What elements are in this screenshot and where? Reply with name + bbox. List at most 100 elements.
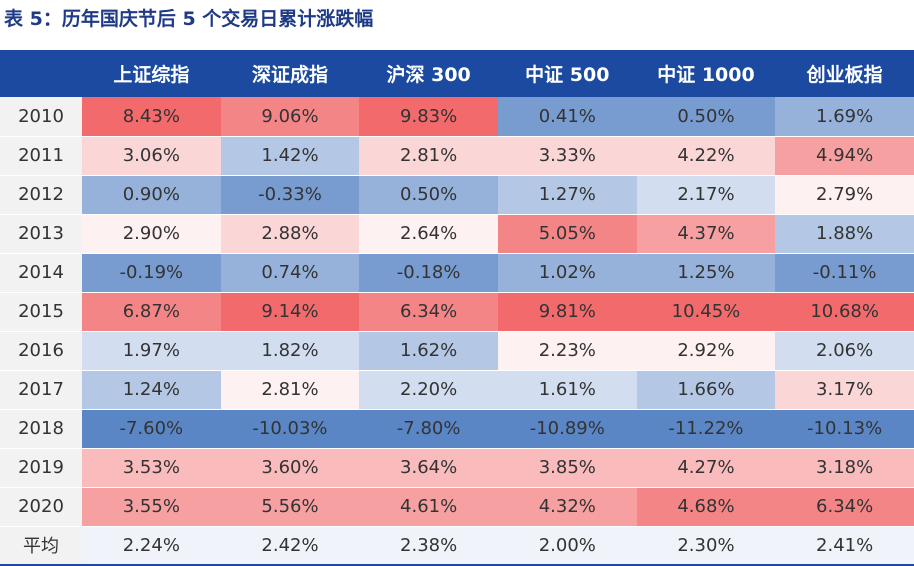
table-row: 2013 2.90% 2.88% 2.64% 5.05% 4.37% 1.88% — [0, 214, 914, 254]
column-header: 创业板指 — [775, 50, 914, 97]
heatmap-cell: -0.33% — [220, 175, 360, 215]
heatmap-cell: 4.22% — [636, 136, 776, 176]
heatmap-cell: -7.60% — [82, 409, 221, 449]
heatmap-cell: 3.60% — [220, 448, 360, 488]
heatmap-table: 上证综指 深证成指 沪深 300 中证 500 中证 1000 创业板指 201… — [0, 50, 914, 566]
heatmap-cell: 3.85% — [497, 448, 637, 488]
heatmap-cell: 3.18% — [775, 448, 914, 488]
row-label: 2016 — [0, 331, 82, 371]
heatmap-cell: 2.88% — [220, 214, 360, 254]
heatmap-cell: 4.32% — [497, 487, 637, 527]
heatmap-cell: 2.81% — [359, 136, 498, 176]
heatmap-cell: 9.06% — [220, 97, 360, 137]
heatmap-cell: 8.43% — [82, 97, 221, 137]
heatmap-cell: 4.61% — [359, 487, 498, 527]
heatmap-cell: 6.34% — [359, 292, 498, 332]
heatmap-cell: 0.50% — [359, 175, 498, 215]
heatmap-cell: 2.41% — [775, 526, 914, 566]
heatmap-cell: 2.79% — [775, 175, 914, 215]
heatmap-cell: 6.87% — [82, 292, 221, 332]
heatmap-cell: 1.66% — [636, 370, 776, 410]
heatmap-cell: 2.92% — [636, 331, 776, 371]
row-label: 2019 — [0, 448, 82, 488]
heatmap-cell: 2.64% — [359, 214, 498, 254]
heatmap-cell: 2.06% — [775, 331, 914, 371]
heatmap-cell: 0.41% — [497, 97, 637, 137]
row-label: 2020 — [0, 487, 82, 527]
heatmap-cell: 9.81% — [497, 292, 637, 332]
header-row: 上证综指 深证成指 沪深 300 中证 500 中证 1000 创业板指 — [0, 50, 914, 97]
table-title: 表 5：历年国庆节后 5 个交易日累计涨跌幅 — [4, 8, 374, 30]
table-row: 2015 6.87% 9.14% 6.34% 9.81% 10.45% 10.68% — [0, 292, 914, 332]
column-header: 中证 1000 — [636, 50, 776, 97]
heatmap-cell: -0.19% — [82, 253, 221, 293]
heatmap-cell: 3.55% — [82, 487, 221, 527]
heatmap-cell: 0.50% — [636, 97, 776, 137]
row-label: 平均 — [0, 526, 82, 566]
heatmap-cell: 10.45% — [636, 292, 776, 332]
row-label: 2012 — [0, 175, 82, 215]
heatmap-cell: 3.17% — [775, 370, 914, 410]
heatmap-cell: 3.06% — [82, 136, 221, 176]
heatmap-cell: 1.97% — [82, 331, 221, 371]
heatmap-cell: 1.42% — [220, 136, 360, 176]
heatmap-cell: 2.24% — [82, 526, 221, 566]
heatmap-cell: 5.05% — [497, 214, 637, 254]
table-body: 2010 8.43% 9.06% 9.83% 0.41% 0.50% 1.69% 2011 3.… — [0, 97, 914, 566]
heatmap-cell: -0.18% — [359, 253, 498, 293]
row-label: 2018 — [0, 409, 82, 449]
table-row: 2020 3.55% 5.56% 4.61% 4.32% 4.68% 6.34% — [0, 487, 914, 527]
row-label: 2013 — [0, 214, 82, 254]
heatmap-cell: 0.90% — [82, 175, 221, 215]
heatmap-cell: 2.17% — [636, 175, 776, 215]
heatmap-cell: 2.30% — [636, 526, 776, 566]
heatmap-cell: 2.20% — [359, 370, 498, 410]
table-row: 2010 8.43% 9.06% 9.83% 0.41% 0.50% 1.69% — [0, 97, 914, 137]
table-row: 2012 0.90% -0.33% 0.50% 1.27% 2.17% 2.79% — [0, 175, 914, 215]
heatmap-cell: 2.42% — [220, 526, 360, 566]
heatmap-cell: 3.53% — [82, 448, 221, 488]
heatmap-cell: 1.62% — [359, 331, 498, 371]
row-label: 2015 — [0, 292, 82, 332]
heatmap-cell: 2.23% — [497, 331, 637, 371]
heatmap-cell: 1.69% — [775, 97, 914, 137]
heatmap-cell: 1.25% — [636, 253, 776, 293]
heatmap-cell: 1.82% — [220, 331, 360, 371]
heatmap-cell: 2.90% — [82, 214, 221, 254]
table-row: 2018 -7.60% -10.03% -7.80% -10.89% -11.22% -10… — [0, 409, 914, 449]
heatmap-cell: -10.13% — [775, 409, 914, 449]
heatmap-cell: 6.34% — [775, 487, 914, 527]
row-label: 2011 — [0, 136, 82, 176]
row-label: 2010 — [0, 97, 82, 137]
heatmap-cell: 4.94% — [775, 136, 914, 176]
table-row: 2016 1.97% 1.82% 1.62% 2.23% 2.92% 2.06% — [0, 331, 914, 371]
heatmap-cell: 3.64% — [359, 448, 498, 488]
heatmap-cell: 4.27% — [636, 448, 776, 488]
heatmap-cell: 0.74% — [220, 253, 360, 293]
row-label: 2017 — [0, 370, 82, 410]
table-row: 平均 2.24% 2.42% 2.38% 2.00% 2.30% 2.41% — [0, 526, 914, 566]
heatmap-cell: 1.61% — [497, 370, 637, 410]
heatmap-cell: 9.14% — [220, 292, 360, 332]
heatmap-cell: 1.24% — [82, 370, 221, 410]
heatmap-cell: 2.00% — [497, 526, 637, 566]
heatmap-cell: 4.68% — [636, 487, 776, 527]
header-corner — [0, 50, 82, 97]
column-header: 上证综指 — [82, 50, 221, 97]
table-row: 2017 1.24% 2.81% 2.20% 1.61% 1.66% 3.17% — [0, 370, 914, 410]
row-label: 2014 — [0, 253, 82, 293]
column-header: 中证 500 — [497, 50, 637, 97]
column-header: 沪深 300 — [359, 50, 498, 97]
heatmap-cell: 1.02% — [497, 253, 637, 293]
table-row: 2019 3.53% 3.60% 3.64% 3.85% 4.27% 3.18% — [0, 448, 914, 488]
column-header: 深证成指 — [220, 50, 360, 97]
heatmap-cell: 10.68% — [775, 292, 914, 332]
heatmap-cell: 4.37% — [636, 214, 776, 254]
heatmap-cell: 1.27% — [497, 175, 637, 215]
heatmap-cell: 2.38% — [359, 526, 498, 566]
heatmap-cell: 2.81% — [220, 370, 360, 410]
heatmap-cell: 5.56% — [220, 487, 360, 527]
heatmap-cell: 3.33% — [497, 136, 637, 176]
table-row: 2011 3.06% 1.42% 2.81% 3.33% 4.22% 4.94% — [0, 136, 914, 176]
heatmap-cell: -7.80% — [359, 409, 498, 449]
